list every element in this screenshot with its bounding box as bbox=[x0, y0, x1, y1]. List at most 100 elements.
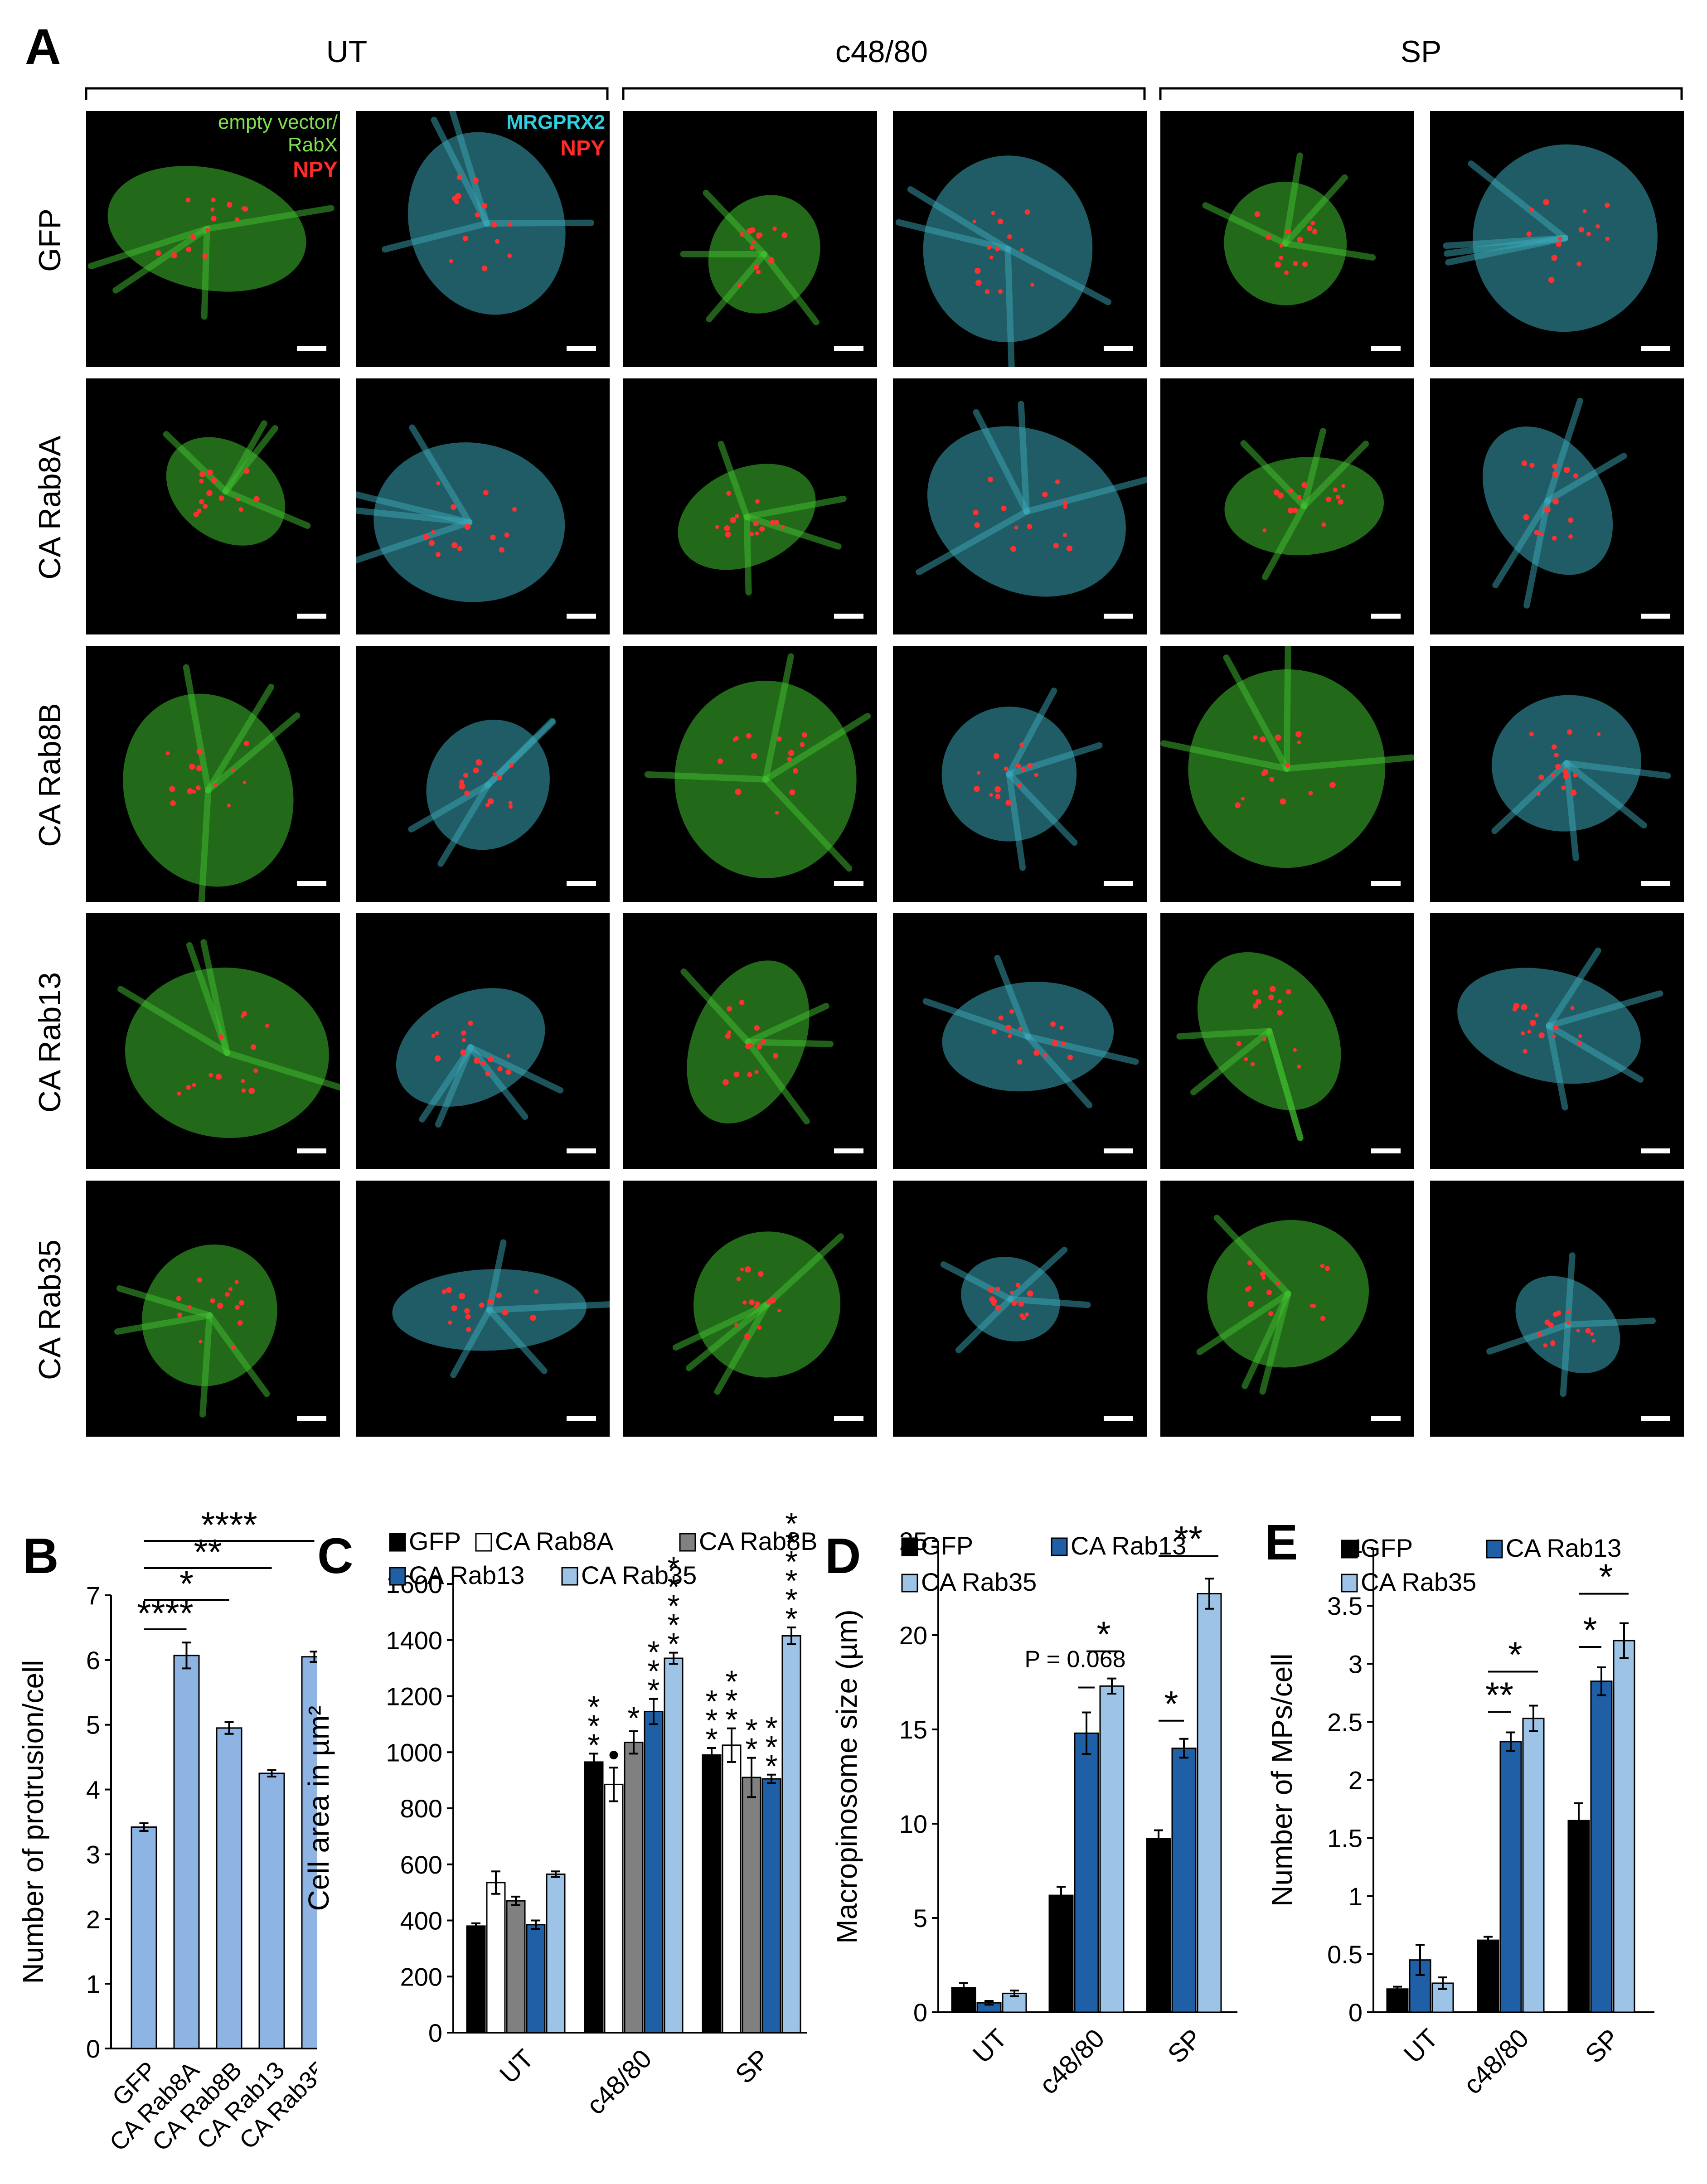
npy-granule bbox=[1538, 1032, 1545, 1039]
npy-granule bbox=[1595, 224, 1600, 229]
npy-granule bbox=[1552, 1034, 1556, 1039]
npy-granule bbox=[1576, 1328, 1580, 1332]
npy-granule bbox=[1033, 1050, 1040, 1056]
cell-protrusion bbox=[718, 441, 750, 520]
npy-granule bbox=[508, 222, 513, 227]
npy-granule bbox=[746, 733, 752, 739]
npy-granule bbox=[1293, 1048, 1297, 1052]
npy-granule bbox=[1338, 499, 1343, 505]
cell-protrusion bbox=[955, 1296, 1014, 1353]
x-tick-label: c48/80 bbox=[1033, 2023, 1110, 2100]
legend-label: CA Rab8B bbox=[699, 1527, 818, 1555]
npy-granule bbox=[1537, 1332, 1542, 1337]
cell-protrusion bbox=[1213, 1215, 1291, 1297]
npy-granule bbox=[1288, 488, 1293, 494]
y-axis-label: Number of protrusion/cell bbox=[17, 1660, 49, 1984]
x-tick-label: UT bbox=[494, 2044, 540, 2089]
significance-mark: * bbox=[627, 1700, 640, 1736]
significance-stars: ** bbox=[1174, 1519, 1203, 1559]
npy-granule bbox=[1550, 772, 1555, 777]
npy-granule bbox=[750, 245, 755, 250]
cell-image bbox=[680, 189, 820, 325]
npy-granule bbox=[483, 490, 489, 495]
legend-label: CA Rab13 bbox=[1506, 1534, 1621, 1562]
x-tick-label: UT bbox=[1398, 2023, 1444, 2069]
npy-granule bbox=[1578, 1034, 1582, 1038]
cell-protrusion bbox=[1190, 1028, 1273, 1095]
cell-protrusion bbox=[486, 1307, 548, 1374]
y-tick-label: 1 bbox=[86, 1970, 100, 1998]
npy-granule bbox=[436, 481, 441, 485]
npy-granule bbox=[199, 499, 204, 504]
npy-granule bbox=[1527, 1030, 1531, 1034]
npy-granule bbox=[1568, 534, 1573, 539]
significance-star: * bbox=[785, 1582, 797, 1617]
npy-granule bbox=[504, 532, 509, 538]
cell-image bbox=[1486, 1252, 1656, 1397]
cell-protrusion bbox=[1223, 654, 1290, 772]
y-tick-label: 800 bbox=[400, 1794, 442, 1823]
y-tick-label: 3 bbox=[86, 1840, 100, 1869]
npy-granule bbox=[185, 197, 191, 203]
cell-protrusion bbox=[1546, 1022, 1644, 1083]
npy-granule bbox=[1067, 1055, 1073, 1061]
npy-granule bbox=[1297, 237, 1303, 243]
npy-granule bbox=[196, 785, 201, 790]
npy-granule bbox=[1591, 1339, 1596, 1343]
npy-granule bbox=[793, 768, 798, 774]
scale-bar bbox=[834, 614, 863, 619]
significance-star: * bbox=[785, 1506, 797, 1541]
npy-granule bbox=[1256, 998, 1261, 1005]
cell-protrusion bbox=[1006, 688, 1057, 777]
npy-granule bbox=[1055, 479, 1060, 484]
npy-granule bbox=[464, 523, 471, 530]
npy-granule bbox=[497, 1066, 503, 1072]
channel-label-group: empty vector/ RabX NPY bbox=[86, 111, 342, 202]
cell-protrusion bbox=[409, 424, 473, 526]
npy-granule bbox=[202, 253, 208, 259]
significance-star: * bbox=[785, 1563, 797, 1598]
npy-granule bbox=[231, 768, 236, 773]
x-tick-label: c48/80 bbox=[1458, 2023, 1534, 2100]
cell-protrusion bbox=[205, 712, 301, 794]
cell-protrusion bbox=[1546, 1022, 1568, 1111]
npy-granule bbox=[211, 477, 217, 484]
channel-label-group-2: MRGPRX2 NPY bbox=[356, 111, 610, 202]
npy-granule bbox=[1570, 789, 1577, 796]
significance-star: * bbox=[587, 1689, 600, 1724]
npy-granule bbox=[753, 520, 759, 527]
significance-star: * bbox=[647, 1635, 660, 1670]
npy-granule bbox=[199, 1340, 203, 1344]
npy-granule bbox=[1241, 797, 1245, 801]
npy-granule bbox=[1552, 498, 1559, 505]
cell-protrusion bbox=[763, 1233, 844, 1308]
x-tick-label: SP bbox=[1580, 2023, 1625, 2069]
npy-granule bbox=[766, 1300, 771, 1305]
npy-granule bbox=[973, 509, 979, 515]
npy-granule bbox=[235, 217, 240, 222]
npy-granule bbox=[800, 742, 805, 747]
cell-protrusion bbox=[745, 1002, 829, 1046]
npy-granule bbox=[1552, 1025, 1559, 1031]
npy-granule bbox=[972, 219, 976, 223]
npy-granule bbox=[192, 1083, 196, 1087]
significance-stars: **** bbox=[201, 1505, 257, 1545]
red-channel-label-2: NPY bbox=[560, 136, 605, 160]
scale-bar bbox=[297, 614, 326, 619]
cell-image bbox=[1202, 152, 1376, 305]
npy-granule bbox=[1043, 1053, 1047, 1057]
significance-star: * bbox=[667, 1569, 679, 1605]
legend-swatch bbox=[389, 1533, 406, 1552]
cell-protrusion bbox=[1546, 947, 1601, 1029]
npy-granule bbox=[477, 760, 482, 765]
npy-granule bbox=[1562, 768, 1569, 775]
micrograph-r3-c5 bbox=[1160, 646, 1414, 902]
npy-granule bbox=[988, 477, 993, 482]
micrograph-r3-c2 bbox=[356, 646, 610, 902]
y-tick-label: 1400 bbox=[386, 1626, 442, 1655]
bar bbox=[301, 1656, 317, 2049]
bar bbox=[466, 1925, 486, 2034]
npy-granule bbox=[1597, 732, 1601, 736]
cell-protrusion bbox=[1023, 476, 1147, 515]
bar bbox=[173, 1655, 200, 2049]
